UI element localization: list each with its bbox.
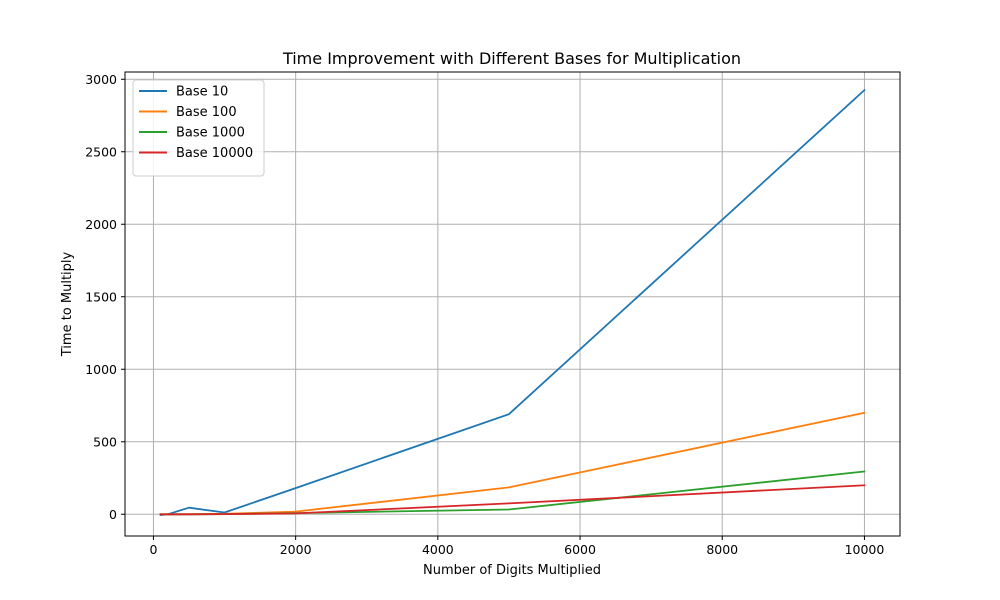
x-tick-label: 6000 bbox=[564, 542, 596, 557]
legend-label-base-10000: Base 10000 bbox=[176, 146, 253, 161]
y-tick-label: 3000 bbox=[85, 72, 117, 87]
y-axis-label: Time to Multiply bbox=[60, 251, 75, 357]
y-tick-label: 2500 bbox=[85, 144, 117, 159]
grid bbox=[125, 72, 900, 536]
y-tick-label: 1500 bbox=[85, 289, 117, 304]
y-tick-label: 0 bbox=[109, 507, 117, 522]
chart-title: Time Improvement with Different Bases fo… bbox=[282, 49, 741, 68]
x-axis-label: Number of Digits Multiplied bbox=[423, 563, 601, 578]
y-tick-label: 2000 bbox=[85, 217, 117, 232]
y-tick-label: 1000 bbox=[85, 362, 117, 377]
x-tick-label: 0 bbox=[149, 542, 157, 557]
x-axis-ticks: 0 2000 4000 6000 8000 10000 bbox=[149, 536, 884, 557]
legend: Base 10 Base 100 Base 1000 Base 10000 bbox=[132, 79, 265, 177]
y-tick-label: 500 bbox=[93, 434, 117, 449]
series-line-base-10000 bbox=[159, 484, 866, 516]
legend-label-base-100: Base 100 bbox=[176, 105, 237, 120]
series-layer bbox=[159, 88, 866, 516]
plot-frame bbox=[124, 71, 901, 537]
x-tick-label: 10000 bbox=[845, 542, 885, 557]
x-tick-label: 2000 bbox=[280, 542, 312, 557]
y-axis-ticks: 0 500 1000 1500 2000 2500 3000 bbox=[85, 72, 125, 522]
legend-label-base-1000: Base 1000 bbox=[176, 126, 245, 141]
x-tick-label: 8000 bbox=[706, 542, 738, 557]
legend-label-base-10: Base 10 bbox=[176, 85, 228, 100]
x-tick-label: 4000 bbox=[422, 542, 454, 557]
